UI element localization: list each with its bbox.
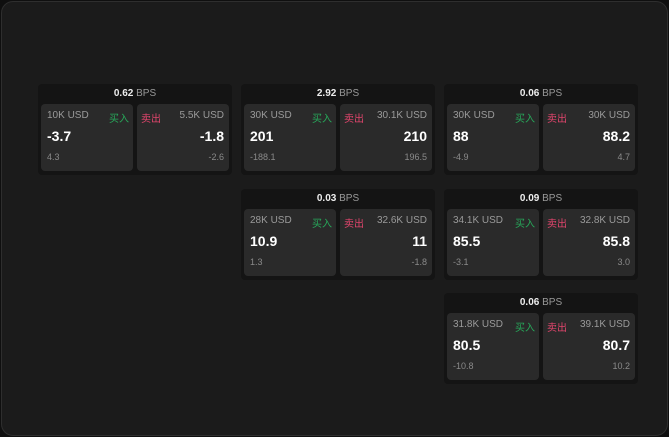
sell-change: 3.0: [617, 257, 630, 267]
buy-change: 4.3: [47, 152, 60, 162]
sell-label: 卖出: [344, 114, 364, 125]
sell-quantity: 5.5K USD: [179, 110, 224, 121]
spread-unit: BPS: [542, 297, 563, 308]
buy-change: -3.1: [453, 257, 469, 267]
buy-price: 85.5: [453, 233, 481, 249]
sell-change: 10.2: [612, 361, 630, 371]
spread-unit: BPS: [339, 88, 360, 99]
buy-quote-button[interactable]: 31.8K USD 买入 80.5 -10.8: [447, 313, 539, 380]
sell-quote-button[interactable]: 30K USD 卖出 88.2 4.7: [543, 104, 635, 171]
sell-quantity: 32.8K USD: [579, 215, 630, 226]
sell-label: 卖出: [547, 323, 567, 334]
buy-label: 买入: [312, 114, 332, 125]
sell-quote-button[interactable]: 39.1K USD 卖出 80.7 10.2: [543, 313, 635, 380]
sell-quantity: 39.1K USD: [579, 319, 630, 330]
buy-change: -4.9: [453, 152, 469, 162]
sell-quote-button[interactable]: 30.1K USD 卖出 210 196.5: [340, 104, 432, 171]
buy-label: 买入: [109, 114, 129, 125]
spread-header: 0.06 BPS: [444, 84, 638, 104]
sell-price: -1.8: [199, 128, 224, 144]
spread-header: 2.92 BPS: [241, 84, 435, 104]
sell-change: -2.6: [208, 152, 224, 162]
spread-header: 0.62 BPS: [38, 84, 232, 104]
spread-value: 2.92: [316, 88, 337, 99]
buy-quote-button[interactable]: 28K USD 买入 10.9 1.3: [244, 209, 336, 276]
buy-quantity: 31.8K USD: [453, 319, 504, 330]
sell-label: 卖出: [547, 114, 567, 125]
spread-value: 0.03: [316, 193, 337, 204]
buy-change: -10.8: [453, 361, 474, 371]
quote-card: 0.06 BPS 31.8K USD 买入 80.5 -10.8 39.1K U…: [444, 293, 638, 384]
quote-card: 2.92 BPS 30K USD 买入 201 -188.1 30.1K USD…: [241, 84, 435, 175]
sell-quote-button[interactable]: 32.8K USD 卖出 85.8 3.0: [543, 209, 635, 276]
buy-label: 买入: [515, 219, 535, 230]
sell-quote-button[interactable]: 5.5K USD 卖出 -1.8 -2.6: [137, 104, 229, 171]
buy-quantity: 10K USD: [47, 110, 89, 121]
spread-unit: BPS: [542, 193, 563, 204]
buy-quote-button[interactable]: 10K USD 买入 -3.7 4.3: [41, 104, 133, 171]
sell-quote-button[interactable]: 32.6K USD 卖出 11 -1.8: [340, 209, 432, 276]
sell-label: 卖出: [547, 219, 567, 230]
buy-price: 201: [250, 128, 274, 144]
spread-unit: BPS: [542, 88, 563, 99]
spread-header: 0.03 BPS: [241, 189, 435, 209]
sell-quantity: 30K USD: [588, 110, 630, 121]
spread-value: 0.06: [519, 297, 540, 308]
buy-price: 88: [453, 128, 469, 144]
buy-quantity: 34.1K USD: [453, 215, 504, 226]
buy-quote-button[interactable]: 30K USD 买入 88 -4.9: [447, 104, 539, 171]
quote-card: 0.62 BPS 10K USD 买入 -3.7 4.3 5.5K USD 卖出…: [38, 84, 232, 175]
sell-change: 4.7: [617, 152, 630, 162]
buy-quantity: 28K USD: [250, 215, 292, 226]
sell-change: -1.8: [411, 257, 427, 267]
sell-price: 85.8: [602, 233, 630, 249]
spread-value: 0.62: [113, 88, 134, 99]
buy-price: -3.7: [47, 128, 72, 144]
buy-quote-button[interactable]: 30K USD 买入 201 -188.1: [244, 104, 336, 171]
sell-price: 80.7: [602, 337, 630, 353]
spread-value: 0.06: [519, 88, 540, 99]
sell-quantity: 30.1K USD: [376, 110, 427, 121]
sell-quantity: 32.6K USD: [376, 215, 427, 226]
buy-label: 买入: [515, 323, 535, 334]
sell-label: 卖出: [344, 219, 364, 230]
buy-change: -188.1: [250, 152, 276, 162]
buy-quote-button[interactable]: 34.1K USD 买入 85.5 -3.1: [447, 209, 539, 276]
spread-value: 0.09: [519, 193, 540, 204]
buy-label: 买入: [515, 114, 535, 125]
spread-header: 0.06 BPS: [444, 293, 638, 313]
sell-price: 88.2: [602, 128, 630, 144]
spread-unit: BPS: [136, 88, 157, 99]
spread-unit: BPS: [339, 193, 360, 204]
buy-price: 80.5: [453, 337, 481, 353]
quote-card: 0.06 BPS 30K USD 买入 88 -4.9 30K USD 卖出 8…: [444, 84, 638, 175]
buy-change: 1.3: [250, 257, 263, 267]
quote-card: 0.03 BPS 28K USD 买入 10.9 1.3 32.6K USD 卖…: [241, 189, 435, 280]
sell-price: 11: [412, 233, 427, 249]
sell-price: 210: [403, 128, 427, 144]
quote-card: 0.09 BPS 34.1K USD 买入 85.5 -3.1 32.8K US…: [444, 189, 638, 280]
spread-header: 0.09 BPS: [444, 189, 638, 209]
buy-quantity: 30K USD: [453, 110, 495, 121]
buy-quantity: 30K USD: [250, 110, 292, 121]
sell-label: 卖出: [141, 114, 161, 125]
buy-price: 10.9: [250, 233, 278, 249]
sell-change: 196.5: [404, 152, 427, 162]
buy-label: 买入: [312, 219, 332, 230]
